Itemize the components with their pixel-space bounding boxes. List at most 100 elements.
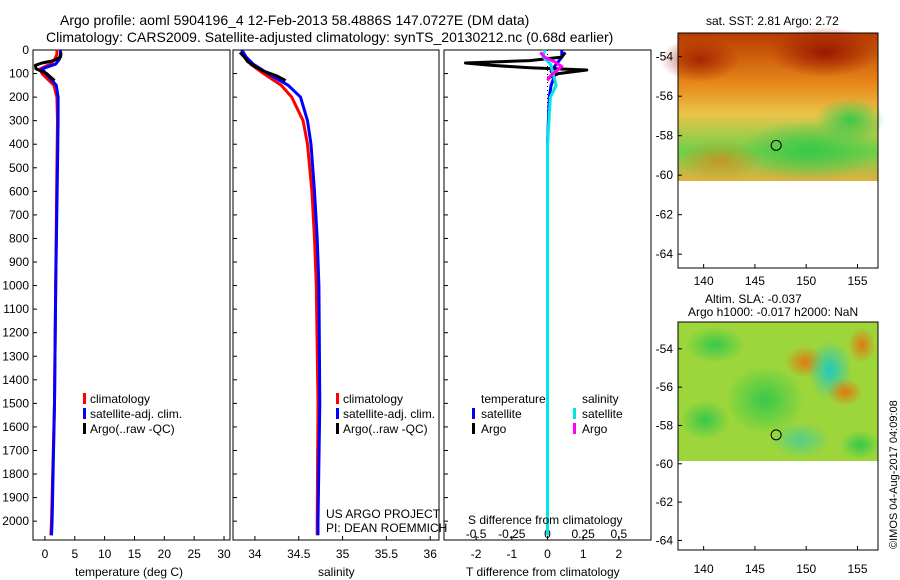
figure-title-line2: Climatology: CARS2009. Satellite-adjuste… <box>46 29 613 45</box>
series-line-satellite-adj-clim- <box>40 50 62 536</box>
depth-tick-label: 0 <box>22 43 29 57</box>
x-tick-label: 35 <box>336 547 350 561</box>
temperature-panel-frame <box>32 49 231 541</box>
depth-tick-label: 800 <box>9 231 29 245</box>
legend-salinity-header: salinity <box>582 392 619 406</box>
project-line2: PI: DEAN ROEMMICH <box>326 521 447 535</box>
x-tick-label: 36 <box>424 547 438 561</box>
lat-tick-label: -64 <box>656 247 674 261</box>
x-tick-label: -0.25 <box>498 527 526 541</box>
series-line-argo-raw-qc- <box>33 52 63 82</box>
depth-tick-label: 1600 <box>2 420 29 434</box>
lon-tick-label: 140 <box>694 562 714 576</box>
argo-location-marker <box>770 139 782 151</box>
imos-timestamp: ©IMOS 04-Aug-2017 04:09:08 <box>888 400 900 549</box>
lon-tick-label: 140 <box>694 274 714 288</box>
sst-map-axes: -54 -56 -58 -60 -62 -64 140 145 150 155 <box>656 50 868 288</box>
sla-map-axes: -54 -56 -58 -60 -62 -64 140 145 150 155 <box>656 342 868 576</box>
x-tick-label: -2 <box>471 547 482 561</box>
legend-t-argo-swatch <box>472 423 475 434</box>
legend-s-argo-swatch <box>573 423 576 434</box>
x-tick-label: 10 <box>98 547 112 561</box>
x-tick-label: 0 <box>544 547 551 561</box>
legend-climatology: climatology <box>343 392 403 406</box>
salinity-plot: 34 34.5 35 35.5 36 <box>238 49 438 561</box>
x-tick-label: 25 <box>188 547 202 561</box>
depth-tick-label: 700 <box>9 208 29 222</box>
lat-tick-label: -60 <box>656 457 674 471</box>
legend-argo-swatch <box>336 423 339 434</box>
legend-t-satellite: satellite <box>481 407 522 421</box>
x-tick-label: 1 <box>580 547 587 561</box>
depth-tick-label: 300 <box>9 114 29 128</box>
lat-tick-label: -54 <box>656 342 674 356</box>
depth-tick-label: 200 <box>9 90 29 104</box>
x-tick-label: 34 <box>248 547 262 561</box>
legend-argo: Argo(..raw -QC) <box>90 422 175 436</box>
sla-map-title-line1: Altim. SLA: -0.037 <box>705 292 802 306</box>
sst-map <box>660 27 885 269</box>
x-tick-label: 34.5 <box>287 547 311 561</box>
temperature-plot: 0 5 10 15 20 25 30 <box>33 50 231 561</box>
legend-climatology: climatology <box>90 392 150 406</box>
depth-tick-label: 2000 <box>2 514 29 528</box>
salinity-axis-label: salinity <box>318 565 355 579</box>
argo-location-marker <box>770 429 782 441</box>
depth-tick-label: 900 <box>9 255 29 269</box>
lon-tick-label: 155 <box>847 274 867 288</box>
depth-tick-label: 600 <box>9 184 29 198</box>
sla-map <box>677 321 880 551</box>
series-line-salinity-satellite <box>541 49 558 536</box>
lat-tick-label: -60 <box>656 168 674 182</box>
x-tick-label: 35.5 <box>375 547 399 561</box>
legend-satellite: satellite-adj. clim. <box>90 407 182 421</box>
depth-tick-label: 1500 <box>2 396 29 410</box>
x-tick-label: 2 <box>616 547 623 561</box>
legend-t-satellite-swatch <box>472 408 475 419</box>
sla-map-title-line2: Argo h1000: -0.017 h2000: NaN <box>688 305 858 319</box>
lat-tick-label: -56 <box>656 89 674 103</box>
depth-tick-label: 100 <box>9 67 29 81</box>
series-line-satellite-adj-clim- <box>240 49 322 536</box>
project-line1: US ARGO PROJECT <box>326 507 441 521</box>
x-tick-label: 15 <box>128 547 142 561</box>
series-line-salinity-argo <box>539 51 564 82</box>
legend-argo-swatch <box>83 423 86 434</box>
x-tick-label: -1 <box>506 547 517 561</box>
lat-tick-label: -58 <box>656 418 674 432</box>
depth-tick-label: 1100 <box>3 302 29 316</box>
legend-satellite-swatch <box>336 408 339 419</box>
legend-climatology-swatch <box>336 393 339 404</box>
legend-argo: Argo(..raw -QC) <box>343 422 428 436</box>
difference-plot: -2 -1 0 1 2-0.5 -0.25 0 0.25 0.5 <box>463 49 628 561</box>
x-tick-label: 0 <box>42 547 49 561</box>
depth-tick-label: 400 <box>9 137 29 151</box>
x-tick-label: 5 <box>71 547 78 561</box>
x-tick-label: 20 <box>158 547 172 561</box>
lat-tick-label: -56 <box>656 380 674 394</box>
x-tick-label: 0.25 <box>572 527 596 541</box>
lon-tick-label: 150 <box>796 274 816 288</box>
legend-satellite-swatch <box>83 408 86 419</box>
depth-axis: 0 100 200 300 400 500 600 700 800 900 1000 1100 1200… <box>2 43 448 528</box>
depth-tick-label: 1300 <box>2 349 29 363</box>
lon-tick-label: 145 <box>745 562 765 576</box>
depth-tick-label: 1200 <box>2 326 29 340</box>
figure-title-line1: Argo profile: aoml 5904196_4 12-Feb-2013… <box>60 12 529 28</box>
series-line-argo-raw-qc- <box>238 51 287 82</box>
series-line-temperature-argo <box>463 51 589 80</box>
x-tick-label: -0.5 <box>466 527 487 541</box>
depth-tick-label: 1400 <box>2 373 29 387</box>
lon-tick-label: 145 <box>745 274 765 288</box>
salinity-panel-frame <box>232 49 440 541</box>
legend-s-argo: Argo <box>582 422 608 436</box>
lat-tick-label: -64 <box>656 533 674 547</box>
x-tick-label: 30 <box>217 547 231 561</box>
temperature-axis-label: temperature (deg C) <box>75 565 183 579</box>
legend-s-satellite: satellite <box>582 407 623 421</box>
s-difference-axis-label: S difference from climatology <box>468 513 623 527</box>
depth-tick-label: 1900 <box>2 491 29 505</box>
sst-map-title: sat. SST: 2.81 Argo: 2.72 <box>706 14 839 28</box>
depth-tick-label: 500 <box>9 161 29 175</box>
